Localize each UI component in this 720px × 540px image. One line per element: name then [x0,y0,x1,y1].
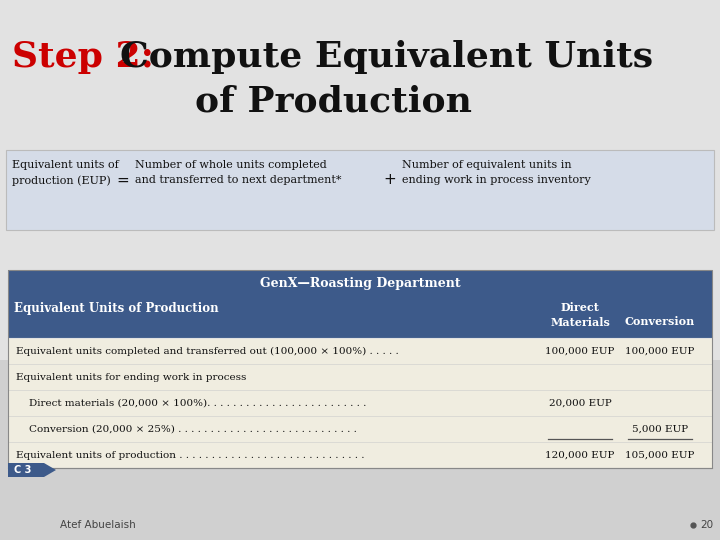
Text: Equivalent units of
production (EUP): Equivalent units of production (EUP) [12,160,119,186]
Text: of Production: of Production [195,85,472,119]
Text: GenX—Roasting Department: GenX—Roasting Department [260,278,460,291]
Text: +: + [384,172,397,187]
Text: Conversion: Conversion [625,316,695,327]
Text: Equivalent units completed and transferred out (100,000 × 100%) . . . . .: Equivalent units completed and transferr… [16,347,399,355]
Text: C 3: C 3 [14,465,32,475]
Text: Atef Abuelaish: Atef Abuelaish [60,520,136,530]
Text: 20,000 EUP: 20,000 EUP [549,399,611,408]
Text: Equivalent units of production . . . . . . . . . . . . . . . . . . . . . . . . .: Equivalent units of production . . . . .… [16,450,364,460]
FancyBboxPatch shape [8,298,712,338]
Text: Direct materials (20,000 × 100%). . . . . . . . . . . . . . . . . . . . . . . . : Direct materials (20,000 × 100%). . . . … [16,399,366,408]
Text: Equivalent Units of Production: Equivalent Units of Production [14,302,219,315]
Text: Number of equivalent units in
ending work in process inventory: Number of equivalent units in ending wor… [402,160,590,185]
Text: 120,000 EUP: 120,000 EUP [545,450,615,460]
FancyBboxPatch shape [0,360,720,540]
Text: 100,000 EUP: 100,000 EUP [545,347,615,355]
Text: Step 2:: Step 2: [12,40,154,74]
Text: 105,000 EUP: 105,000 EUP [625,450,695,460]
FancyBboxPatch shape [8,270,712,298]
Text: =: = [117,172,130,187]
Text: Equivalent units for ending work in process: Equivalent units for ending work in proc… [16,373,246,381]
Text: Compute Equivalent Units: Compute Equivalent Units [120,40,653,74]
Text: 20: 20 [700,520,713,530]
Text: Conversion (20,000 × 25%) . . . . . . . . . . . . . . . . . . . . . . . . . . . : Conversion (20,000 × 25%) . . . . . . . … [16,424,357,434]
FancyArrow shape [8,463,56,477]
FancyBboxPatch shape [0,0,720,360]
FancyBboxPatch shape [8,338,712,468]
Text: Direct
Materials: Direct Materials [550,302,610,328]
Text: 100,000 EUP: 100,000 EUP [625,347,695,355]
Text: Number of whole units completed
and transferred to next department*: Number of whole units completed and tran… [135,160,341,185]
FancyBboxPatch shape [6,150,714,230]
Text: 5,000 EUP: 5,000 EUP [632,424,688,434]
